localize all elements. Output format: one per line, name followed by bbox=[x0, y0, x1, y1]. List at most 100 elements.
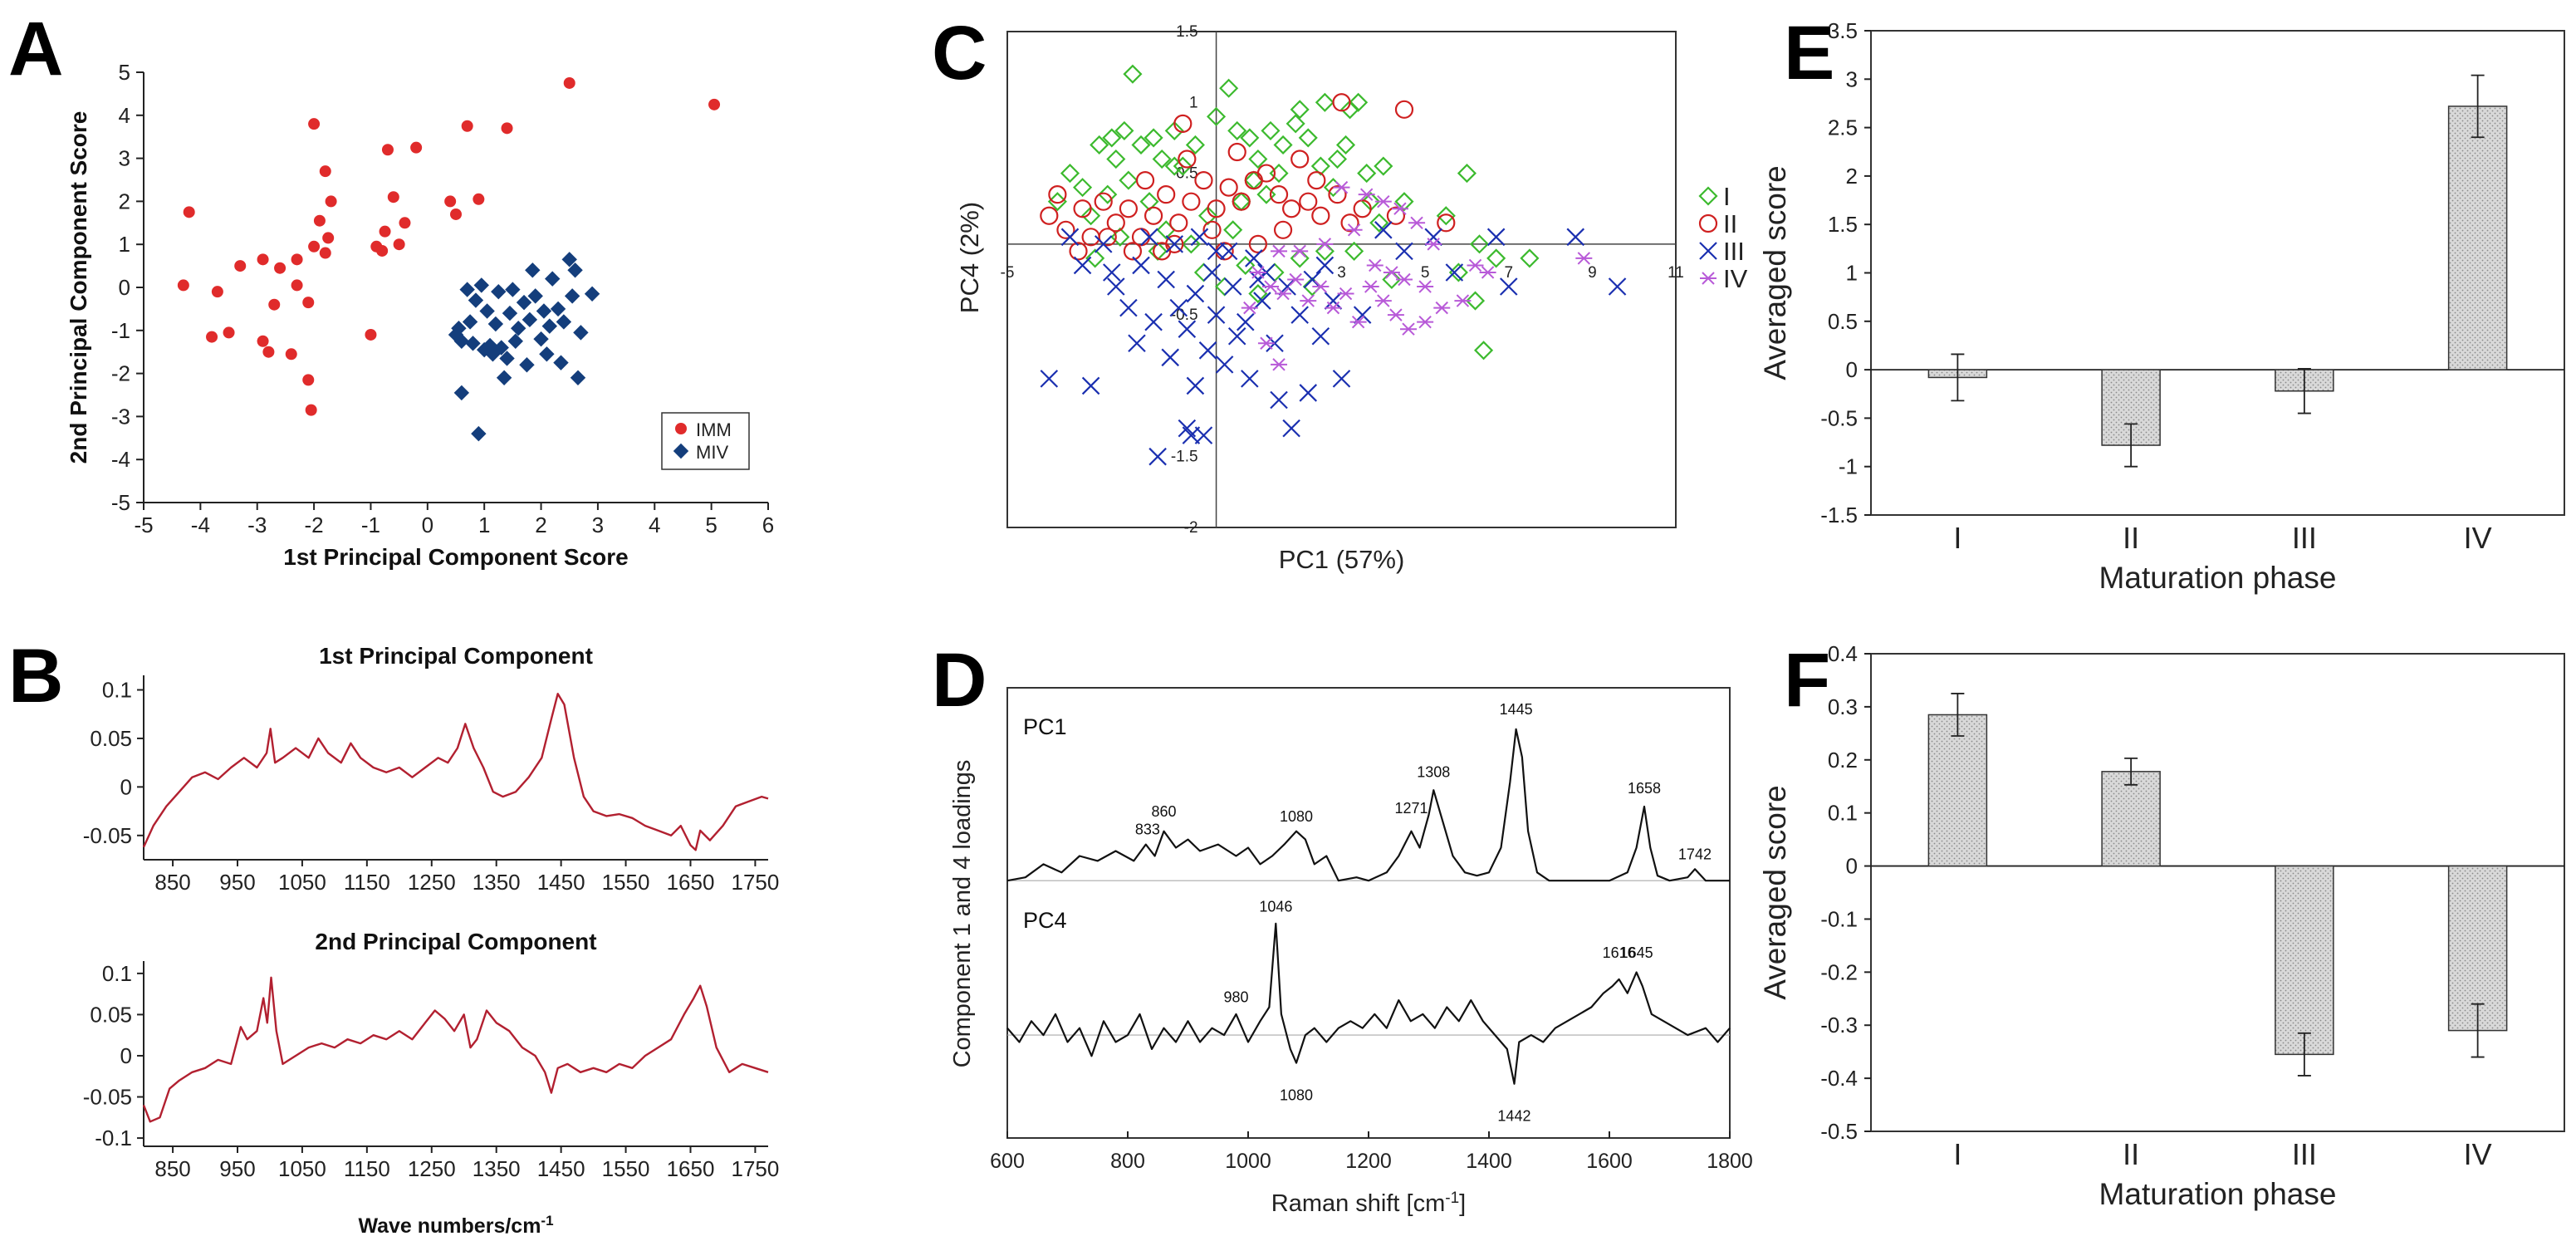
x-tick-label: IV bbox=[2464, 1137, 2492, 1171]
phase-iii-point bbox=[1608, 277, 1627, 296]
y-tick-label: 0 bbox=[1846, 854, 1858, 879]
x-tick-label: I bbox=[1953, 1137, 1961, 1171]
phase-iii-point bbox=[1190, 228, 1209, 247]
miv-point bbox=[516, 294, 532, 311]
phase-iv-point bbox=[1408, 216, 1426, 229]
phase-i-point bbox=[1374, 156, 1393, 176]
y-axis-title: 2nd Principal Component Score bbox=[66, 111, 91, 464]
phase-ii-point bbox=[1394, 100, 1414, 119]
miv-point bbox=[502, 305, 518, 321]
y-tick-label: 3.5 bbox=[1828, 18, 1858, 43]
x-tick-label: 1350 bbox=[473, 1156, 521, 1181]
bar-phase-iv bbox=[2447, 865, 2508, 1032]
miv-point bbox=[479, 303, 495, 319]
y-axis-title: Component 1 and 4 loadings bbox=[949, 760, 976, 1068]
phase-iii-point bbox=[1186, 376, 1205, 395]
phase-iii-point bbox=[1119, 298, 1138, 317]
x-tick-label: 3 bbox=[592, 513, 604, 537]
peak-label: 1442 bbox=[1497, 1108, 1530, 1125]
error-bar-phase-ii bbox=[2124, 423, 2138, 468]
loading-line bbox=[142, 693, 769, 851]
y-tick-label: -1 bbox=[1839, 454, 1858, 479]
phase-i-point bbox=[1152, 149, 1172, 169]
legend-phase-ii-label: II bbox=[1723, 209, 1737, 238]
legend-phase-i-marker bbox=[1698, 186, 1718, 206]
phase-i-point bbox=[1114, 120, 1134, 140]
phase-ii-point bbox=[1328, 185, 1347, 204]
phase-i-point bbox=[1474, 341, 1494, 361]
phase-ii-point bbox=[1282, 199, 1301, 218]
phase-iv-point bbox=[1345, 223, 1363, 237]
phase-iii-point bbox=[1107, 277, 1125, 296]
x-tick-label: 7 bbox=[1504, 264, 1513, 282]
y-tick-label: -2 bbox=[111, 361, 130, 386]
miv-point bbox=[573, 325, 589, 341]
miv-point bbox=[561, 252, 577, 267]
y-axis-title: PC4 (2%) bbox=[955, 202, 984, 313]
phase-ii-point bbox=[1135, 171, 1155, 190]
phase-iii-point bbox=[1237, 312, 1255, 331]
phase-i-point bbox=[1344, 241, 1364, 261]
miv-point bbox=[471, 425, 487, 442]
loading-line bbox=[142, 976, 769, 1123]
phase-iv-point bbox=[1358, 188, 1375, 201]
phase-i-point bbox=[1273, 135, 1293, 155]
x-tick-label: 9 bbox=[1588, 264, 1597, 282]
phase-iii-point bbox=[1202, 263, 1222, 282]
phase-i-point bbox=[1207, 106, 1227, 126]
y-tick-label: 1.5 bbox=[1828, 212, 1858, 237]
error-bar-phase-ii bbox=[2124, 757, 2138, 786]
phase-i-point bbox=[1098, 184, 1118, 204]
phase-iv-point bbox=[1433, 301, 1451, 315]
phase-iii-point bbox=[1140, 228, 1158, 247]
phase-ii-point bbox=[1248, 234, 1267, 253]
phase-i-point bbox=[1102, 128, 1122, 148]
y-tick-label: -0.4 bbox=[1820, 1066, 1858, 1091]
miv-point bbox=[462, 314, 478, 330]
phase-ii-point bbox=[1178, 150, 1197, 169]
miv-point bbox=[491, 283, 507, 300]
peak-label: 1445 bbox=[1500, 701, 1533, 718]
miv-point bbox=[525, 262, 541, 278]
y-tick-label: 1 bbox=[1846, 261, 1858, 286]
phase-iv-point bbox=[1454, 294, 1472, 307]
plot-frame bbox=[1006, 31, 1677, 528]
x-tick-label: 1550 bbox=[602, 870, 650, 895]
imm-point bbox=[399, 217, 411, 229]
peak-label: 1616 bbox=[1603, 944, 1636, 961]
phase-i-point bbox=[1315, 92, 1335, 112]
legend-phase-ii-marker bbox=[1698, 213, 1718, 233]
peak-label: 1080 bbox=[1280, 808, 1313, 825]
peak-label: 1046 bbox=[1259, 898, 1292, 915]
imm-point bbox=[302, 374, 315, 386]
miv-point bbox=[545, 271, 561, 287]
pc1-loading-line-chart: 1st Principal Component 850 950 1050 1150 125… bbox=[83, 643, 780, 895]
x-tick-label: -5 bbox=[1001, 264, 1015, 282]
phase-ii-point bbox=[1056, 220, 1075, 239]
phase-i-point bbox=[1139, 192, 1159, 212]
miv-point bbox=[485, 346, 501, 362]
imm-point bbox=[206, 331, 218, 343]
phase-iii-point bbox=[1253, 292, 1271, 310]
y-axis-title: Averaged score bbox=[1758, 165, 1792, 380]
x-axis-title-superscript: -1 bbox=[541, 1213, 553, 1229]
imm-point bbox=[708, 98, 721, 110]
phase-ii-point bbox=[1307, 171, 1326, 190]
panel-letter-b: B bbox=[8, 634, 63, 719]
y-tick-label: 0.05 bbox=[90, 726, 132, 751]
phase-iii-point bbox=[1282, 419, 1300, 438]
x-tick-label: 5 bbox=[705, 513, 717, 537]
y-tick-label: -0.5 bbox=[1820, 405, 1858, 430]
x-tick-label: 1750 bbox=[731, 1156, 779, 1181]
phase-i-point bbox=[1148, 241, 1168, 261]
y-tick-label: 1 bbox=[119, 232, 130, 257]
plot-frame bbox=[1870, 653, 2565, 1132]
phase-ii-point bbox=[1169, 213, 1188, 233]
x-tick-label: -2 bbox=[305, 513, 324, 537]
phase-ii-point bbox=[1194, 171, 1213, 190]
phase-ii-point bbox=[1040, 206, 1059, 225]
y-tick-label: -0.05 bbox=[83, 1085, 132, 1110]
phase-i-point bbox=[1261, 120, 1281, 140]
phase-iv-point bbox=[1362, 280, 1379, 293]
phase-i-point bbox=[1469, 234, 1490, 254]
